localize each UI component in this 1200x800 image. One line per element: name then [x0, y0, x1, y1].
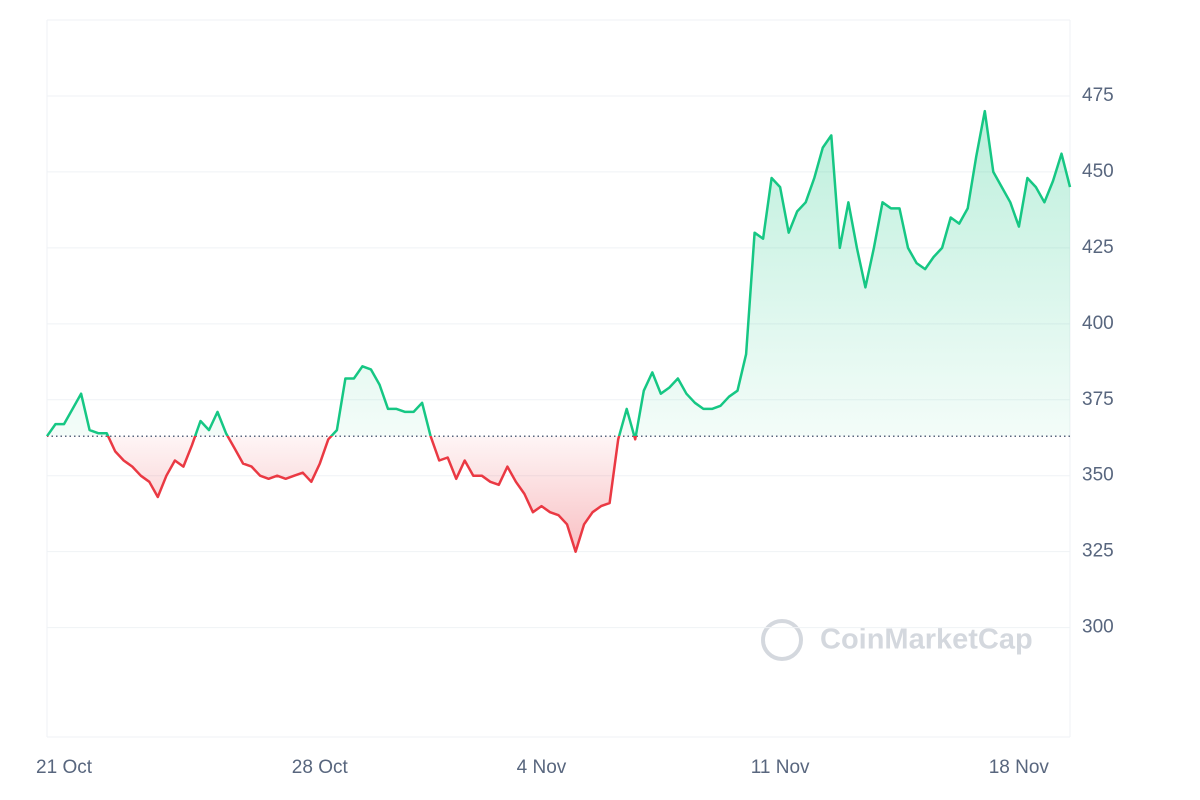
x-tick-label: 11 Nov	[751, 757, 810, 778]
watermark: CoinMarketCap	[761, 619, 1033, 661]
x-tick-label: 4 Nov	[517, 757, 567, 778]
y-tick-label: 300	[1082, 617, 1114, 638]
watermark-text: CoinMarketCap	[820, 624, 1033, 656]
area	[47, 111, 1070, 552]
x-tick-label: 21 Oct	[36, 757, 93, 778]
y-tick-label: 325	[1082, 541, 1114, 562]
y-tick-label: 350	[1082, 465, 1114, 486]
y-tick-label: 400	[1082, 313, 1114, 334]
watermark-logo	[761, 619, 803, 661]
price-line	[45, 109, 1072, 553]
y-tick-label: 425	[1082, 237, 1114, 258]
x-tick-label: 18 Nov	[989, 757, 1050, 778]
y-tick-label: 475	[1082, 85, 1114, 106]
y-tick-label: 450	[1082, 161, 1114, 182]
y-tick-label: 375	[1082, 389, 1114, 410]
x-tick-label: 28 Oct	[292, 757, 349, 778]
